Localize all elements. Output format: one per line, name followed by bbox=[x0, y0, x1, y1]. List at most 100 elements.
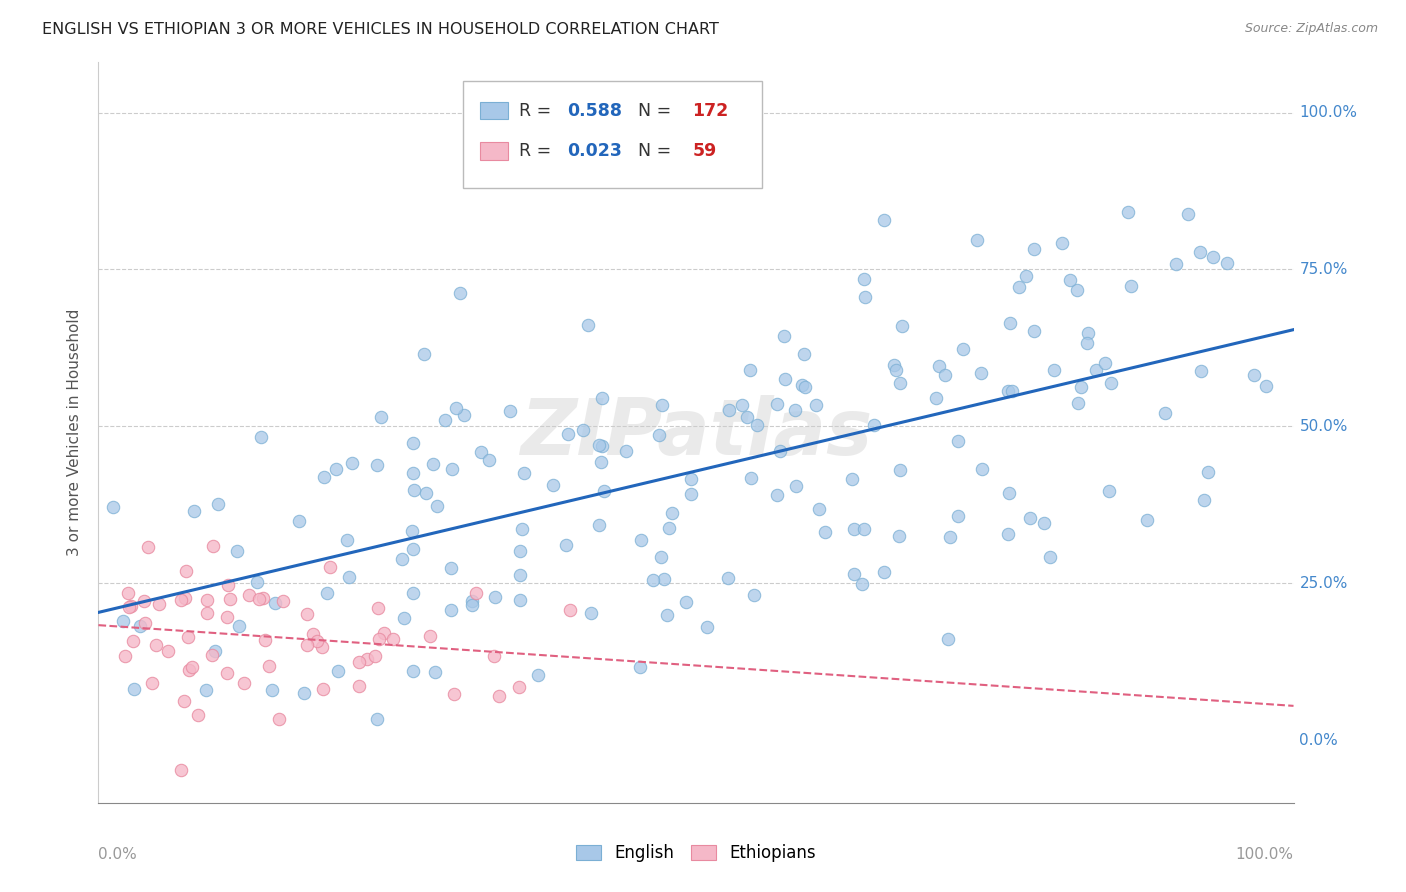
Point bbox=[349, 655, 371, 669]
Text: R =: R = bbox=[519, 143, 557, 161]
Point bbox=[1070, 380, 1092, 394]
Point bbox=[1008, 280, 1031, 294]
Point bbox=[207, 497, 229, 511]
Text: 25.0%: 25.0% bbox=[1299, 575, 1348, 591]
Point bbox=[228, 619, 250, 633]
Point bbox=[174, 591, 197, 606]
Point bbox=[1116, 204, 1139, 219]
Point bbox=[1197, 466, 1219, 480]
Point bbox=[884, 363, 907, 377]
Point bbox=[366, 458, 388, 473]
Point bbox=[257, 659, 280, 673]
Point bbox=[1098, 484, 1121, 499]
Point bbox=[997, 384, 1019, 398]
Point bbox=[793, 347, 815, 361]
Point bbox=[478, 452, 501, 467]
Point bbox=[295, 607, 318, 621]
FancyBboxPatch shape bbox=[479, 102, 509, 120]
Point bbox=[1192, 493, 1215, 508]
Point bbox=[148, 598, 170, 612]
Point bbox=[853, 523, 876, 537]
Point bbox=[841, 472, 863, 486]
Point bbox=[1022, 324, 1045, 338]
Point bbox=[370, 409, 392, 424]
Point bbox=[337, 570, 360, 584]
Point bbox=[204, 644, 226, 658]
Point bbox=[470, 445, 492, 459]
Point bbox=[422, 457, 444, 471]
Point bbox=[122, 634, 145, 648]
Text: 0.023: 0.023 bbox=[567, 143, 621, 161]
Point bbox=[658, 521, 681, 535]
Point bbox=[509, 568, 531, 582]
Point bbox=[696, 620, 718, 634]
Point bbox=[1164, 257, 1187, 271]
Point bbox=[853, 272, 876, 286]
Point bbox=[628, 659, 651, 673]
Point bbox=[1243, 368, 1265, 382]
Point bbox=[769, 443, 792, 458]
Point bbox=[307, 633, 329, 648]
Point bbox=[366, 712, 388, 726]
Point bbox=[1039, 549, 1062, 564]
Point bbox=[460, 594, 482, 608]
Point bbox=[844, 522, 866, 536]
Point bbox=[526, 668, 548, 682]
Point bbox=[440, 560, 463, 574]
Point bbox=[197, 606, 219, 620]
Y-axis label: 3 or more Vehicles in Household: 3 or more Vehicles in Household bbox=[67, 309, 83, 557]
Point bbox=[952, 342, 974, 356]
Point bbox=[226, 544, 249, 558]
Point bbox=[740, 363, 762, 377]
Point bbox=[509, 544, 531, 558]
Point bbox=[591, 455, 613, 469]
Point bbox=[120, 599, 142, 613]
Point bbox=[889, 463, 911, 477]
Point bbox=[484, 649, 506, 664]
Point bbox=[136, 540, 159, 554]
Point bbox=[630, 533, 652, 547]
Point bbox=[651, 397, 673, 411]
Point bbox=[176, 564, 198, 578]
Point bbox=[364, 649, 387, 664]
Point bbox=[675, 595, 697, 609]
Point bbox=[134, 615, 156, 630]
Point bbox=[970, 366, 993, 380]
Point bbox=[179, 664, 201, 678]
Point bbox=[742, 588, 765, 602]
Point bbox=[814, 525, 837, 540]
Point bbox=[288, 514, 311, 528]
Point bbox=[356, 652, 378, 666]
Point bbox=[145, 638, 167, 652]
Point bbox=[1099, 376, 1122, 391]
Point bbox=[499, 403, 522, 417]
Legend: English, Ethiopians: English, Ethiopians bbox=[569, 838, 823, 869]
Point bbox=[1135, 512, 1157, 526]
Point bbox=[1059, 273, 1081, 287]
Point bbox=[889, 376, 911, 391]
Point bbox=[508, 680, 530, 694]
Point bbox=[412, 347, 434, 361]
Point bbox=[156, 643, 179, 657]
Point bbox=[325, 461, 347, 475]
Point bbox=[238, 588, 260, 602]
Point bbox=[1085, 363, 1108, 377]
Point bbox=[402, 435, 425, 450]
Point bbox=[614, 444, 637, 458]
Point bbox=[1216, 256, 1239, 270]
Point bbox=[118, 599, 141, 614]
Point bbox=[319, 559, 342, 574]
Point bbox=[773, 372, 796, 386]
Point bbox=[661, 506, 683, 520]
Text: 0.0%: 0.0% bbox=[1299, 732, 1339, 747]
Text: ENGLISH VS ETHIOPIAN 3 OR MORE VEHICLES IN HOUSEHOLD CORRELATION CHART: ENGLISH VS ETHIOPIAN 3 OR MORE VEHICLES … bbox=[42, 22, 718, 37]
Point bbox=[863, 418, 886, 433]
Point bbox=[853, 290, 876, 304]
Point bbox=[1177, 207, 1199, 221]
Point bbox=[972, 462, 994, 476]
Point bbox=[246, 575, 269, 590]
Point bbox=[1050, 235, 1073, 250]
Point bbox=[302, 627, 325, 641]
Point bbox=[730, 398, 752, 412]
Point bbox=[202, 540, 225, 554]
